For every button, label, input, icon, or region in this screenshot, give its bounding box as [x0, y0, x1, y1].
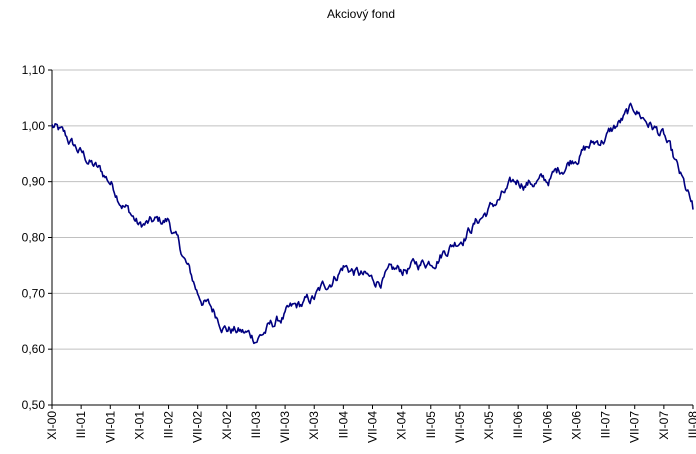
- x-tick-label: XI-01: [132, 411, 146, 440]
- x-tick-label: III-03: [249, 411, 263, 439]
- y-tick-label: 0,50: [22, 398, 46, 412]
- x-axis-ticks: XI-00 III-01 VII-01 XI-01 III-02 VII-02 XI-02 I…: [45, 405, 696, 443]
- chart-title: Akciový fond: [327, 7, 395, 21]
- x-tick-label: VII-05: [453, 411, 467, 443]
- x-tick-label: III-08: [686, 411, 696, 439]
- x-tick-label: VII-07: [628, 411, 642, 443]
- x-tick-label: VII-04: [366, 411, 380, 443]
- x-tick-label: VII-06: [540, 411, 554, 443]
- y-tick-label: 0,80: [22, 231, 46, 245]
- x-tick-label: XI-03: [307, 411, 321, 440]
- x-tick-label: XI-00: [45, 411, 59, 440]
- y-tick-label: 1,10: [22, 63, 46, 77]
- x-tick-label: III-04: [336, 411, 350, 439]
- x-tick-label: III-05: [424, 411, 438, 439]
- x-tick-label: III-02: [162, 411, 176, 439]
- x-tick-label: VII-01: [103, 411, 117, 443]
- x-tick-label: III-07: [599, 411, 613, 439]
- series-line-0: [51, 102, 694, 345]
- y-tick-label: 0,70: [22, 286, 46, 300]
- x-tick-label: XI-04: [395, 411, 409, 440]
- y-axis-ticks: 0,50 0,60 0,70 0,80 0,90 1,00 1,10: [22, 63, 52, 412]
- x-tick-label: XI-06: [569, 411, 583, 440]
- x-tick-label: III-01: [74, 411, 88, 439]
- x-tick-label: XI-05: [482, 411, 496, 440]
- y-tick-label: 1,00: [22, 119, 46, 133]
- x-tick-label: XI-02: [220, 411, 234, 440]
- gridlines: [52, 69, 693, 350]
- x-tick-label: III-06: [511, 411, 525, 439]
- y-tick-label: 0,90: [22, 175, 46, 189]
- y-tick-label: 0,60: [22, 342, 46, 356]
- x-tick-label: VII-02: [191, 411, 205, 443]
- x-tick-label: XI-07: [657, 411, 671, 440]
- x-tick-label: VII-03: [278, 411, 292, 443]
- series-layer: [51, 102, 694, 345]
